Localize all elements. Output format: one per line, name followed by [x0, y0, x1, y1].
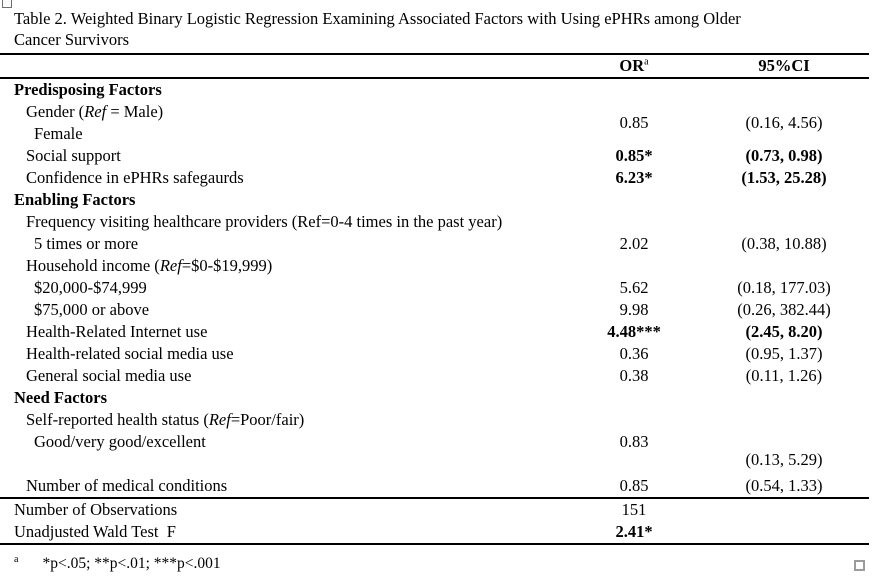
row-label: Number of medical conditions — [26, 476, 228, 495]
or-value: 2.02 — [619, 234, 649, 253]
table-caption: Table 2. Weighted Binary Logistic Regres… — [14, 8, 869, 50]
table-row: Social support 0.85* (0.73, 0.98) — [0, 145, 869, 167]
caption-line-2: Cancer Survivors — [14, 30, 130, 49]
row-label: Need Factors — [14, 388, 108, 407]
or-value: 0.83 — [619, 432, 649, 451]
table-row: Predisposing Factors — [0, 79, 869, 101]
table-row: $20,000-$74,999 5.62 (0.18, 177.03) — [0, 277, 869, 299]
object-anchor-icon — [2, 0, 12, 8]
ci-value: (0.26, 382.44) — [737, 300, 831, 319]
ci-value: (0.13, 5.29) — [745, 450, 823, 469]
ci-value: (0.54, 1.33) — [745, 476, 823, 495]
table-row: Health-Related Internet use 4.48*** (2.45,… — [0, 321, 869, 343]
row-label: $75,000 or above — [34, 300, 150, 319]
or-footnote-marker: a — [644, 56, 649, 68]
or-value: 5.62 — [619, 278, 649, 297]
table-sheet: Table 2. Weighted Binary Logistic Regres… — [0, 8, 869, 574]
table-row: Confidence in ePHRs safegaurds 6.23* (1.53… — [0, 167, 869, 189]
footnote-text: *p<.05; **p<.01; ***p<.001 — [42, 555, 221, 573]
table-row: 5 times or more 2.02 (0.38, 10.88) — [0, 233, 869, 255]
table-row: Unadjusted Wald Test F 2.41* — [0, 521, 869, 543]
or-value: 0.36 — [619, 344, 649, 363]
row-label: $20,000-$74,999 — [34, 278, 147, 297]
table-row: Number of medical conditions 0.85 (0.54, 1… — [0, 475, 869, 497]
or-value: 0.85 — [619, 113, 649, 132]
or-value: 0.38 — [619, 366, 649, 385]
table-row: Household income (Ref=$0-$19,999) — [0, 255, 869, 277]
row-label: Health-related social media use — [26, 344, 234, 363]
ci-value: (2.45, 8.20) — [745, 322, 823, 341]
row-label: Enabling Factors — [14, 190, 136, 209]
or-value: 0.85* — [615, 146, 653, 165]
row-label-line2: Female — [34, 124, 83, 143]
table-bottom-rule — [0, 543, 869, 545]
ci-value: (0.73, 0.98) — [745, 146, 823, 165]
or-value: 0.85 — [619, 476, 649, 495]
table-summary: Number of Observations 151 Unadjusted Wald… — [0, 499, 869, 543]
header-ci-column: 95%CI — [758, 56, 810, 75]
or-value: 151 — [621, 500, 647, 519]
table-row: General social media use 0.38 (0.11, 1.26) — [0, 365, 869, 387]
table-footnote: a *p<.05; **p<.01; ***p<.001 — [14, 550, 869, 574]
ci-value: (1.53, 25.28) — [741, 168, 827, 187]
table-row: Frequency visiting healthcare providers … — [0, 211, 869, 233]
row-label: Good/very good/excellent — [34, 432, 206, 451]
table-row: Self-reported health status (Ref=Poor/fa… — [0, 409, 869, 431]
ci-value: (0.18, 177.03) — [737, 278, 831, 297]
or-value: 4.48*** — [607, 322, 661, 341]
table-row: Health-related social media use 0.36 (0.95… — [0, 343, 869, 365]
row-label: Predisposing Factors — [14, 80, 162, 99]
table-row: Need Factors — [0, 387, 869, 409]
ci-value: (0.38, 10.88) — [741, 234, 827, 253]
ci-value: (0.16, 4.56) — [745, 113, 823, 132]
caption-line-1: Table 2. Weighted Binary Logistic Regres… — [14, 9, 741, 28]
or-value: 2.41* — [615, 522, 653, 541]
or-value: 6.23* — [615, 168, 653, 187]
row-label: Social support — [26, 146, 121, 165]
row-label: Confidence in ePHRs safegaurds — [26, 168, 244, 187]
summary-top-rule — [0, 497, 869, 499]
table-top-rule — [0, 53, 869, 55]
table-row: Good/very good/excellent 0.83 (0.13, 5.29) — [0, 431, 869, 475]
ci-value: (0.95, 1.37) — [745, 344, 823, 363]
row-label: Unadjusted Wald Test F — [14, 522, 176, 541]
table-row: Number of Observations 151 — [0, 499, 869, 521]
row-label: 5 times or more — [34, 234, 139, 253]
footnote-marker: a — [14, 554, 19, 565]
row-label: Self-reported health status (Ref=Poor/fa… — [26, 410, 305, 429]
or-value: 9.98 — [619, 300, 649, 319]
table-row: $75,000 or above 9.98 (0.26, 382.44) — [0, 299, 869, 321]
table-row: Gender (Ref = Male) Female 0.85 (0.16, 4.56… — [0, 101, 869, 145]
ci-value: (0.11, 1.26) — [745, 366, 823, 385]
row-label: Frequency visiting healthcare providers … — [26, 212, 503, 231]
row-label: General social media use — [26, 366, 192, 385]
table-row: Enabling Factors — [0, 189, 869, 211]
row-label: Gender (Ref = Male) Female — [0, 101, 569, 145]
table-header-row: ORa 95%CI — [0, 55, 869, 77]
resize-handle-icon[interactable] — [854, 560, 865, 571]
header-or-column: ORa — [569, 56, 699, 76]
row-label: Health-Related Internet use — [26, 322, 208, 341]
header-bottom-rule — [0, 77, 869, 79]
row-label: Number of Observations — [14, 500, 178, 519]
or-column-title: OR — [619, 56, 645, 75]
table-body: Predisposing Factors Gender (Ref = Male) F… — [0, 79, 869, 497]
row-label: Household income (Ref=$0-$19,999) — [26, 256, 273, 275]
